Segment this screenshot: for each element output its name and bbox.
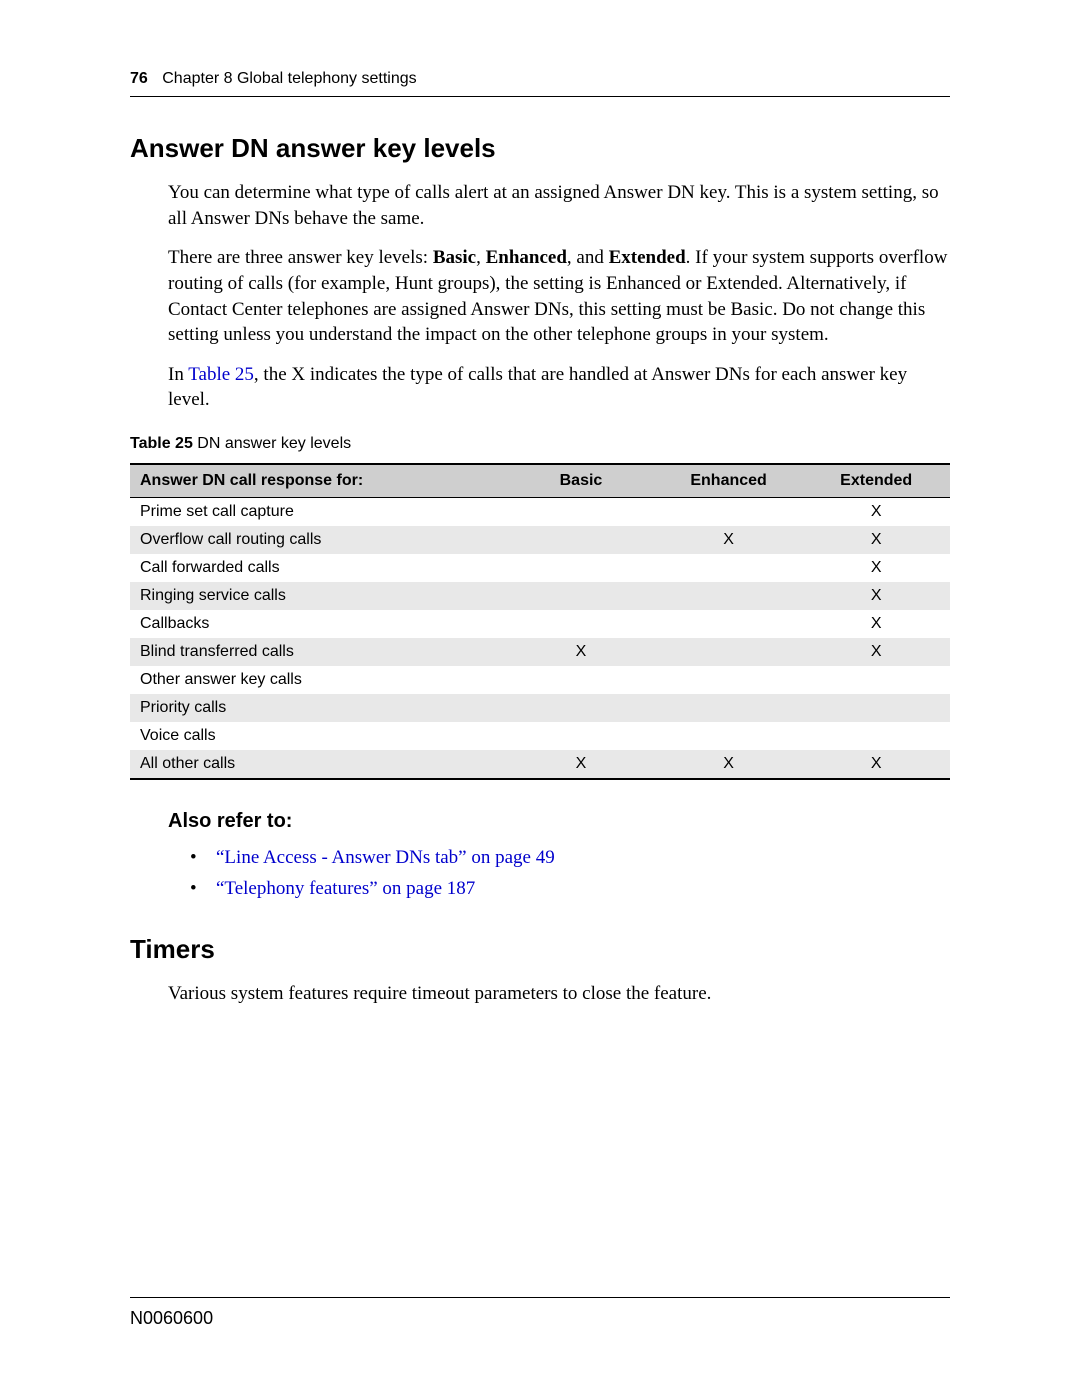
table-row: Ringing service calls X xyxy=(130,582,950,610)
cell-basic: X xyxy=(507,638,655,666)
table-row: All other callsXXX xyxy=(130,750,950,779)
cell-basic: X xyxy=(507,750,655,779)
table-caption: Table 25 DN answer key levels xyxy=(130,435,950,453)
cell-extended xyxy=(802,666,950,694)
table-caption-label: Table 25 xyxy=(130,435,193,452)
also-refer-heading: Also refer to: xyxy=(168,810,950,833)
cell-label: Prime set call capture xyxy=(130,498,507,527)
cell-label: Blind transferred calls xyxy=(130,638,507,666)
document-page: 76 Chapter 8 Global telephony settings A… xyxy=(0,0,1080,1389)
cell-label: Other answer key calls xyxy=(130,666,507,694)
text: In xyxy=(168,364,188,385)
cell-label: Overflow call routing calls xyxy=(130,526,507,554)
para-intro: You can determine what type of calls ale… xyxy=(130,180,950,231)
cell-label: All other calls xyxy=(130,750,507,779)
col-header-response-for: Answer DN call response for: xyxy=(130,464,507,498)
cell-extended xyxy=(802,722,950,750)
bold-enhanced: Enhanced xyxy=(486,247,567,268)
cell-enhanced: X xyxy=(655,526,803,554)
page-number: 76 xyxy=(130,70,148,87)
cell-extended: X xyxy=(802,554,950,582)
cell-enhanced xyxy=(655,582,803,610)
cell-basic xyxy=(507,666,655,694)
page-footer: N0060600 xyxy=(130,1297,950,1329)
col-header-basic: Basic xyxy=(507,464,655,498)
cell-extended: X xyxy=(802,610,950,638)
bold-extended: Extended xyxy=(609,247,686,268)
cell-label: Ringing service calls xyxy=(130,582,507,610)
section-heading-timers: Timers xyxy=(130,934,950,965)
table-row: Call forwarded calls X xyxy=(130,554,950,582)
link-line-access[interactable]: “Line Access - Answer DNs tab” on page 4… xyxy=(216,847,555,868)
text: There are three answer key levels: xyxy=(168,247,433,268)
table-caption-text: DN answer key levels xyxy=(193,435,351,452)
text: , the X indicates the type of calls that… xyxy=(168,364,907,411)
table-row: Callbacks X xyxy=(130,610,950,638)
running-header: 76 Chapter 8 Global telephony settings xyxy=(130,70,950,97)
cell-extended: X xyxy=(802,638,950,666)
cell-extended xyxy=(802,694,950,722)
cell-label: Voice calls xyxy=(130,722,507,750)
table-row: Voice calls xyxy=(130,722,950,750)
doc-id: N0060600 xyxy=(130,1308,213,1328)
section-heading-answer-dn: Answer DN answer key levels xyxy=(130,133,950,164)
text: , xyxy=(476,247,486,268)
cell-extended: X xyxy=(802,750,950,779)
link-table-25[interactable]: Table 25 xyxy=(188,364,254,385)
also-refer-list: “Line Access - Answer DNs tab” on page 4… xyxy=(190,843,950,904)
cell-enhanced xyxy=(655,498,803,527)
table-dn-answer-key-levels: Answer DN call response for: Basic Enhan… xyxy=(130,463,950,780)
cell-enhanced xyxy=(655,638,803,666)
cell-extended: X xyxy=(802,498,950,527)
table-row: Overflow call routing calls XX xyxy=(130,526,950,554)
cell-basic xyxy=(507,722,655,750)
ref-item: “Line Access - Answer DNs tab” on page 4… xyxy=(190,843,950,873)
col-header-extended: Extended xyxy=(802,464,950,498)
cell-label: Call forwarded calls xyxy=(130,554,507,582)
cell-basic xyxy=(507,498,655,527)
para-timers: Various system features require timeout … xyxy=(130,981,950,1007)
cell-basic xyxy=(507,694,655,722)
cell-enhanced xyxy=(655,554,803,582)
link-telephony-features[interactable]: “Telephony features” on page 187 xyxy=(216,878,475,899)
ref-item: “Telephony features” on page 187 xyxy=(190,874,950,904)
cell-label: Callbacks xyxy=(130,610,507,638)
cell-extended: X xyxy=(802,582,950,610)
cell-enhanced xyxy=(655,722,803,750)
cell-extended: X xyxy=(802,526,950,554)
bold-basic: Basic xyxy=(433,247,476,268)
col-header-enhanced: Enhanced xyxy=(655,464,803,498)
cell-basic xyxy=(507,582,655,610)
table-header-row: Answer DN call response for: Basic Enhan… xyxy=(130,464,950,498)
cell-enhanced xyxy=(655,610,803,638)
table-row: Prime set call capture X xyxy=(130,498,950,527)
para-table-ref: In Table 25, the X indicates the type of… xyxy=(130,362,950,413)
cell-basic xyxy=(507,526,655,554)
para-levels: There are three answer key levels: Basic… xyxy=(130,245,950,348)
chapter-title: Chapter 8 Global telephony settings xyxy=(162,70,416,87)
text: , and xyxy=(567,247,609,268)
cell-basic xyxy=(507,554,655,582)
cell-basic xyxy=(507,610,655,638)
cell-label: Priority calls xyxy=(130,694,507,722)
table-row: Other answer key calls xyxy=(130,666,950,694)
cell-enhanced xyxy=(655,694,803,722)
table-row: Priority calls xyxy=(130,694,950,722)
cell-enhanced: X xyxy=(655,750,803,779)
table-row: Blind transferred callsXX xyxy=(130,638,950,666)
cell-enhanced xyxy=(655,666,803,694)
